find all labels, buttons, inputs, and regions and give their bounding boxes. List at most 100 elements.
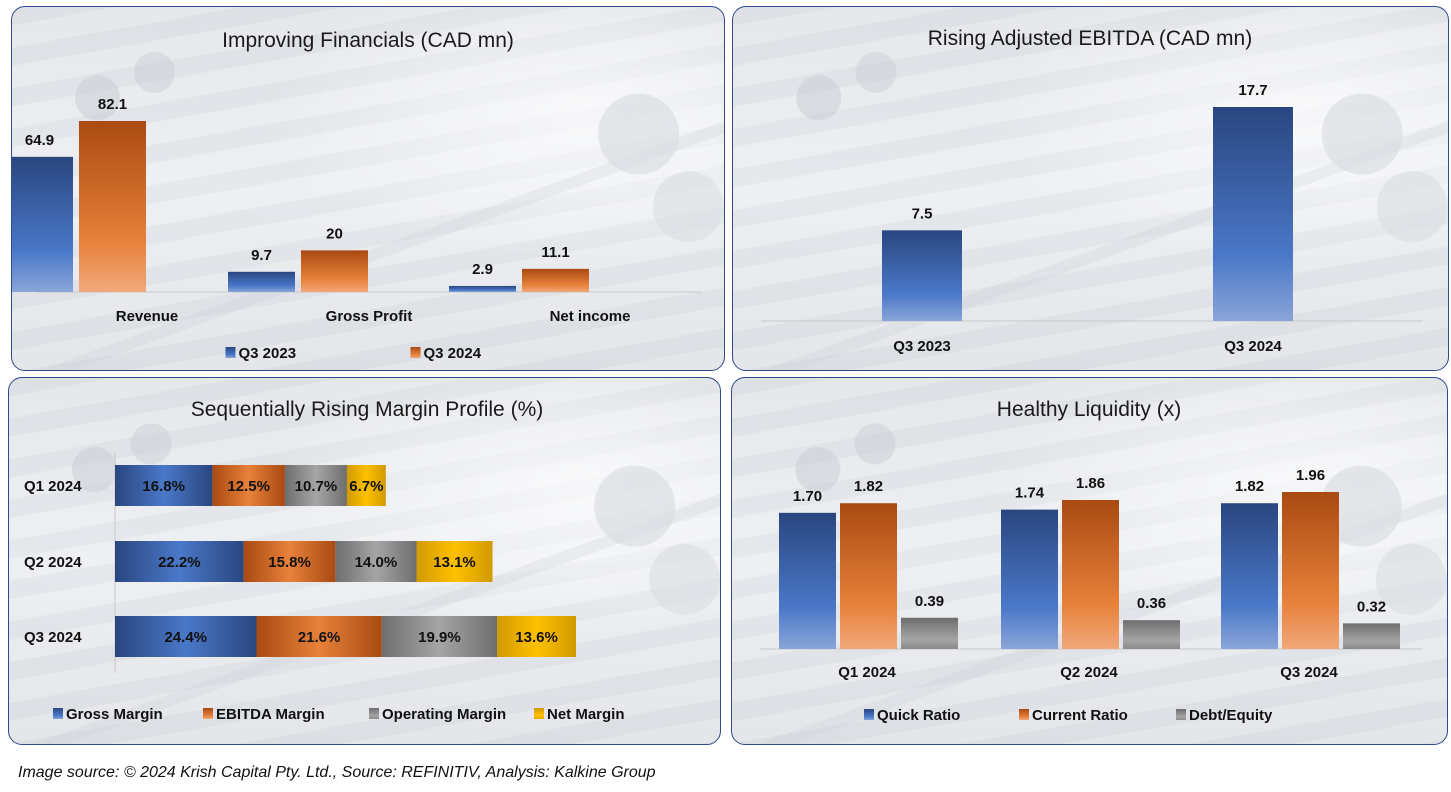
category-label: Q3 2023 <box>893 338 951 355</box>
legend-label: Net Margin <box>547 706 625 723</box>
financials-chart-panel: Improving Financials (CAD mn) 64.9 82.1 Re… <box>11 6 725 371</box>
bar-q3-2023 <box>12 156 73 292</box>
data-label: 1.74 <box>1015 485 1045 502</box>
legend-label: Current Ratio <box>1032 707 1128 724</box>
chart-title: Improving Financials (CAD mn) <box>222 29 514 52</box>
data-label: 2.9 <box>472 261 493 278</box>
data-label: 13.6% <box>515 629 558 646</box>
data-label: 1.96 <box>1296 467 1325 484</box>
bar-current-ratio <box>1282 492 1339 649</box>
bar-net-margin <box>346 465 386 506</box>
bar-operating-margin <box>284 465 347 506</box>
bar-gross-margin <box>115 465 213 506</box>
data-label: 19.9% <box>418 629 461 646</box>
data-label: 15.8% <box>268 554 311 571</box>
bar-operating-margin <box>335 541 417 582</box>
legend-swatch-gray <box>369 708 379 719</box>
data-label: 14.0% <box>355 554 398 571</box>
data-label: 17.7 <box>1238 82 1267 99</box>
data-label: 1.86 <box>1076 475 1105 492</box>
data-label: 24.4% <box>164 629 207 646</box>
legend-label: Operating Margin <box>382 706 506 723</box>
legend-swatch-blue <box>53 708 63 719</box>
bar-debt-equity <box>901 617 958 649</box>
category-label: Net income <box>550 308 631 325</box>
bar-quick-ratio <box>779 512 836 649</box>
bar-adjusted-ebitda <box>882 230 962 321</box>
bar-q3-2023 <box>228 271 295 292</box>
bar-ebitda-margin <box>212 465 285 506</box>
data-label: 16.8% <box>142 478 185 495</box>
category-label: Q1 2024 <box>24 478 82 495</box>
data-label: 1.70 <box>793 488 822 505</box>
bar-q3-2024 <box>522 268 589 292</box>
data-label: 64.9 <box>25 132 54 149</box>
category-label: Q3 2024 <box>1224 338 1282 355</box>
data-label: 1.82 <box>854 478 883 495</box>
ebitda-chart-panel: Rising Adjusted EBITDA (CAD mn) 7.5 Q3 20… <box>732 6 1449 371</box>
data-label: 0.36 <box>1137 595 1166 612</box>
legend-swatch-orange <box>203 708 213 719</box>
legend-label: Debt/Equity <box>1189 707 1273 724</box>
legend-swatch-orange <box>1019 709 1029 720</box>
bar-gross-margin <box>115 616 257 657</box>
legend-swatch-blue <box>864 709 874 720</box>
category-label: Q2 2024 <box>24 554 82 571</box>
legend-label: Quick Ratio <box>877 707 960 724</box>
legend-swatch-gray <box>1176 709 1186 720</box>
financials-chart: Improving Financials (CAD mn) 64.9 82.1 Re… <box>12 29 702 362</box>
bar-adjusted-ebitda <box>1213 107 1293 321</box>
data-label: 21.6% <box>298 629 341 646</box>
liquidity-chart-panel: Healthy Liquidity (x) 1.70 1.82 0.39 Q1 202… <box>731 377 1448 745</box>
bar-net-margin <box>416 541 493 582</box>
data-label: 22.2% <box>158 554 201 571</box>
bar-ebitda-margin <box>256 616 382 657</box>
data-label: 6.7% <box>349 478 383 495</box>
bar-q3-2024 <box>79 121 146 292</box>
bar-quick-ratio <box>1221 503 1278 649</box>
bar-ebitda-margin <box>243 541 336 582</box>
bar-net-margin <box>497 616 576 657</box>
data-label: 1.82 <box>1235 478 1264 495</box>
data-label: 9.7 <box>251 247 272 264</box>
bar-q3-2024 <box>301 250 368 292</box>
data-label: 0.39 <box>915 593 944 610</box>
category-label: Q3 2024 <box>24 629 82 646</box>
ebitda-chart: Rising Adjusted EBITDA (CAD mn) 7.5 Q3 20… <box>761 27 1423 355</box>
data-label: 13.1% <box>433 554 476 571</box>
bar-gross-margin <box>115 541 244 582</box>
bar-q3-2023 <box>449 285 516 292</box>
source-note: Image source: © 2024 Krish Capital Pty. … <box>18 764 656 781</box>
data-label: 82.1 <box>98 96 127 113</box>
bar-debt-equity <box>1343 623 1400 649</box>
liquidity-chart: Healthy Liquidity (x) 1.70 1.82 0.39 Q1 202… <box>760 398 1422 724</box>
data-label: 10.7% <box>295 478 338 495</box>
data-label: 0.32 <box>1357 598 1386 615</box>
legend-swatch-orange <box>410 347 421 358</box>
bar-quick-ratio <box>1001 509 1058 649</box>
category-label: Q1 2024 <box>838 664 896 681</box>
bar-current-ratio <box>1062 500 1119 649</box>
legend-label: Q3 2024 <box>424 345 482 362</box>
legend-swatch-yellow <box>534 708 544 719</box>
margins-chart: Sequentially Rising Margin Profile (%) 1… <box>24 398 625 723</box>
data-label: 11.1 <box>541 244 569 261</box>
bar-current-ratio <box>840 503 897 649</box>
category-label: Q3 2024 <box>1280 664 1338 681</box>
bar-operating-margin <box>381 616 498 657</box>
category-label: Revenue <box>116 308 179 325</box>
data-label: 12.5% <box>227 478 270 495</box>
bar-debt-equity <box>1123 620 1180 649</box>
legend-label: Gross Margin <box>66 706 163 723</box>
data-label: 7.5 <box>912 205 933 222</box>
chart-title: Sequentially Rising Margin Profile (%) <box>191 398 543 421</box>
category-label: Gross Profit <box>326 308 413 325</box>
legend-swatch-blue <box>225 347 236 358</box>
chart-title: Rising Adjusted EBITDA (CAD mn) <box>928 27 1252 50</box>
chart-title: Healthy Liquidity (x) <box>997 398 1181 421</box>
category-label: Q2 2024 <box>1060 664 1118 681</box>
legend-label: EBITDA Margin <box>216 706 325 723</box>
legend-label: Q3 2023 <box>239 345 297 362</box>
data-label: 20 <box>326 225 343 242</box>
margins-chart-panel: Sequentially Rising Margin Profile (%) 1… <box>8 377 721 745</box>
